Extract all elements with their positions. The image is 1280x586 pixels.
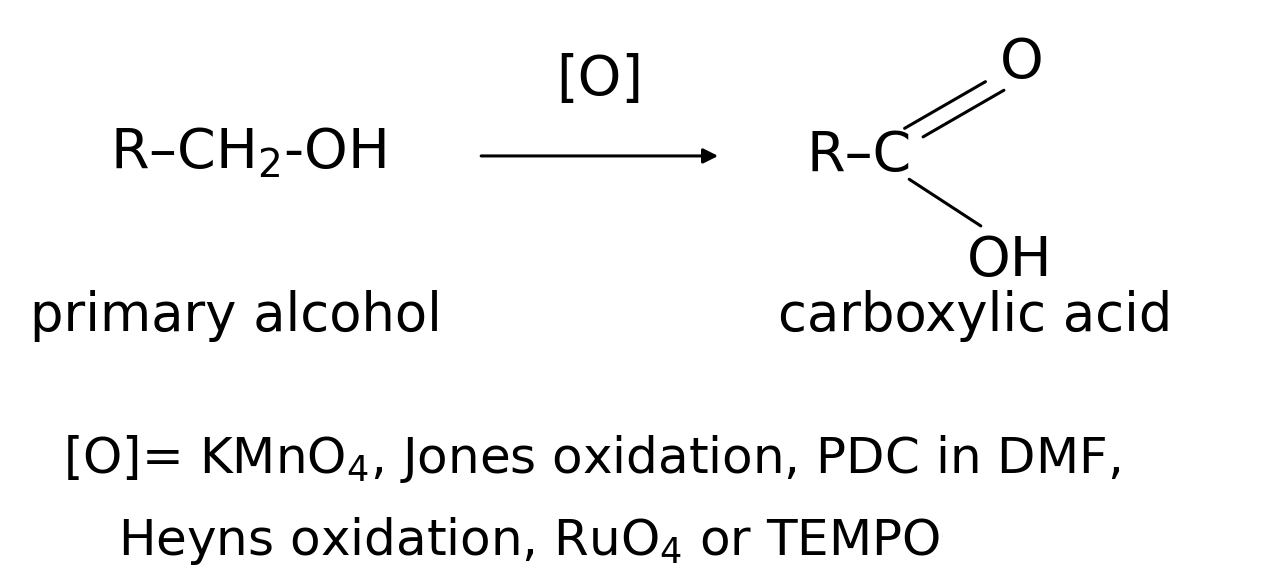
Text: O: O xyxy=(1000,36,1043,90)
Text: R–CH$_2$-OH: R–CH$_2$-OH xyxy=(110,126,385,180)
Text: primary alcohol: primary alcohol xyxy=(29,290,442,342)
Text: carboxylic acid: carboxylic acid xyxy=(778,290,1172,342)
Text: OH: OH xyxy=(966,234,1052,288)
Text: [O]: [O] xyxy=(557,53,643,107)
Text: [O]= KMnO$_4$, Jones oxidation, PDC in DMF,: [O]= KMnO$_4$, Jones oxidation, PDC in D… xyxy=(63,433,1120,485)
Text: R–C: R–C xyxy=(806,129,913,183)
Text: Heyns oxidation, RuO$_4$ or TEMPO: Heyns oxidation, RuO$_4$ or TEMPO xyxy=(118,515,941,567)
